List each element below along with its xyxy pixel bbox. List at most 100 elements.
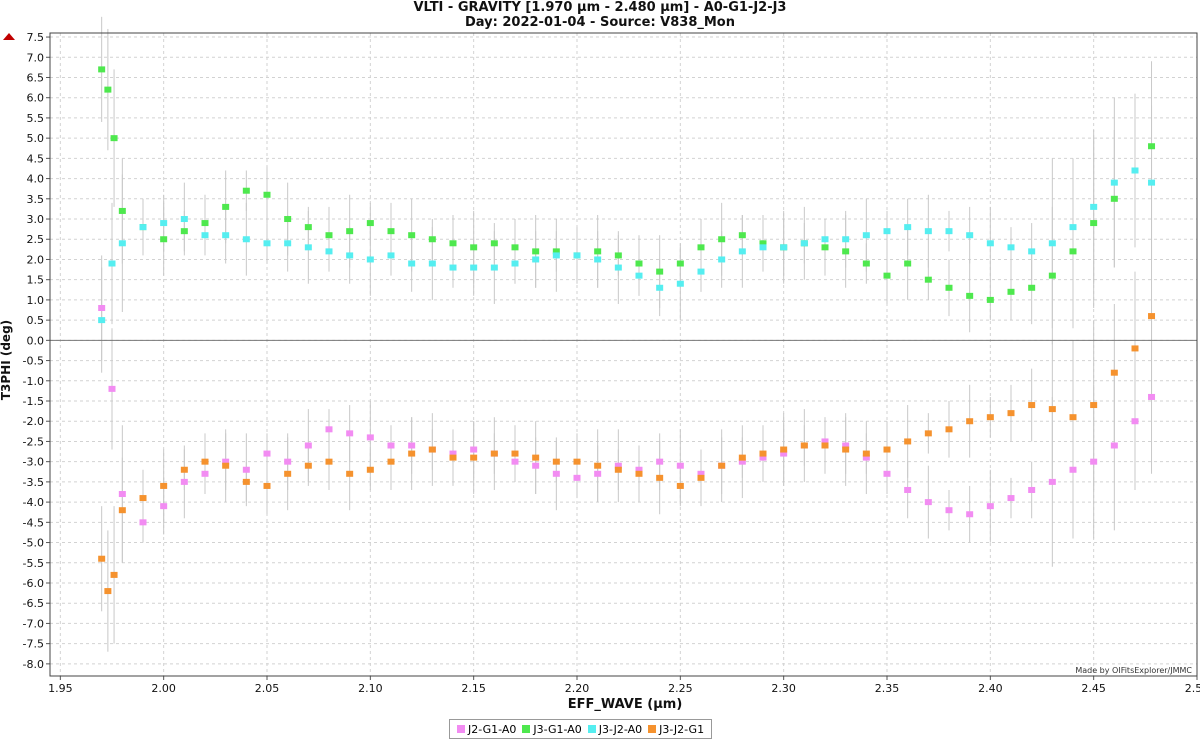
data-point-J3-J2-G1	[1007, 410, 1015, 417]
data-point-J3-J2-G1	[697, 474, 705, 481]
data-point-J3-J2-A0	[449, 264, 457, 271]
data-point-J3-G1-A0	[532, 248, 540, 255]
data-point-J3-J2-G1	[139, 495, 147, 502]
data-point-J2-G1-A0	[656, 458, 664, 465]
data-point-J3-J2-A0	[1148, 179, 1156, 186]
data-point-J3-G1-A0	[697, 244, 705, 251]
legend[interactable]: J2-G1-A0 J3-G1-A0 J3-J2-A0 J3-J2-G1	[449, 719, 713, 739]
data-point-J3-G1-A0	[656, 268, 664, 275]
data-point-J2-G1-A0	[842, 442, 850, 449]
x-axis-label: EFF_WAVE (µm)	[568, 697, 683, 712]
data-point-J3-J2-G1	[904, 438, 912, 445]
data-point-J2-G1-A0	[366, 434, 374, 441]
data-point-J3-J2-A0	[924, 228, 932, 235]
data-point-J3-J2-A0	[366, 256, 374, 263]
data-point-J3-G1-A0	[180, 228, 188, 235]
data-point-J3-G1-A0	[1007, 288, 1015, 295]
data-point-J3-J2-A0	[242, 236, 250, 243]
data-point-J3-J2-A0	[614, 264, 622, 271]
data-point-J3-G1-A0	[594, 248, 602, 255]
x-tick-label: 1.95	[48, 682, 73, 695]
data-point-J2-G1-A0	[263, 450, 271, 457]
data-point-J3-G1-A0	[986, 296, 994, 303]
legend-item[interactable]: J3-J2-A0	[587, 723, 642, 736]
collapse-triangle-icon[interactable]	[3, 33, 15, 40]
data-point-J3-G1-A0	[284, 216, 292, 223]
data-point-J3-J2-A0	[304, 244, 312, 251]
data-point-J3-J2-G1	[242, 478, 250, 485]
data-point-J3-J2-A0	[408, 260, 416, 267]
y-tick-label: 3.0	[27, 213, 45, 226]
data-point-J2-G1-A0	[986, 503, 994, 510]
data-point-J3-G1-A0	[676, 260, 684, 267]
data-point-J3-G1-A0	[242, 187, 250, 194]
data-point-J3-J2-G1	[594, 462, 602, 469]
data-point-J3-J2-A0	[1028, 248, 1036, 255]
data-point-J3-J2-A0	[511, 260, 519, 267]
data-point-J2-G1-A0	[904, 486, 912, 493]
data-point-J3-G1-A0	[862, 260, 870, 267]
data-point-J3-J2-G1	[284, 470, 292, 477]
data-point-J2-G1-A0	[883, 470, 891, 477]
legend-item[interactable]: J2-G1-A0	[457, 723, 516, 736]
data-point-J3-J2-A0	[842, 236, 850, 243]
x-tick-label: 2.35	[875, 682, 900, 695]
data-point-J3-J2-G1	[263, 482, 271, 489]
data-point-J3-G1-A0	[408, 232, 416, 239]
grid-layer	[50, 33, 1198, 676]
data-point-J3-J2-G1	[387, 458, 395, 465]
y-tick-label: -4.0	[23, 496, 44, 509]
data-point-J2-G1-A0	[573, 474, 581, 481]
data-point-J3-G1-A0	[110, 135, 118, 142]
legend-label: J2-G1-A0	[468, 722, 517, 736]
data-point-J3-J2-G1	[201, 458, 209, 465]
y-tick-label: 5.0	[27, 132, 45, 145]
data-point-J2-G1-A0	[118, 491, 126, 498]
y-tick-label: 4.5	[27, 152, 45, 165]
data-point-J3-G1-A0	[1090, 220, 1098, 227]
data-point-J3-G1-A0	[1110, 195, 1118, 202]
data-point-J3-J2-G1	[552, 458, 560, 465]
y-tick-label: -1.0	[23, 375, 44, 388]
y-tick-label: -8.0	[23, 658, 44, 671]
data-point-J3-J2-G1	[1069, 414, 1077, 421]
data-point-J3-G1-A0	[449, 240, 457, 247]
data-point-J3-J2-A0	[1131, 167, 1139, 174]
data-point-J3-J2-A0	[98, 317, 106, 324]
data-point-J3-J2-A0	[656, 284, 664, 291]
data-point-J3-G1-A0	[635, 260, 643, 267]
data-point-J3-J2-A0	[428, 260, 436, 267]
data-point-J3-J2-A0	[139, 224, 147, 231]
legend-label: J3-G1-A0	[533, 722, 582, 736]
legend-swatch-icon	[457, 725, 465, 733]
data-point-J3-G1-A0	[1148, 143, 1156, 150]
data-point-J2-G1-A0	[160, 503, 168, 510]
data-point-J3-J2-A0	[738, 248, 746, 255]
data-point-J2-G1-A0	[387, 442, 395, 449]
legend-item[interactable]: J3-J2-G1	[648, 723, 704, 736]
y-tick-label: -2.5	[23, 435, 44, 448]
legend-item[interactable]: J3-G1-A0	[522, 722, 582, 736]
data-point-J2-G1-A0	[325, 426, 333, 433]
data-point-J3-J2-A0	[222, 232, 230, 239]
data-point-J2-G1-A0	[284, 458, 292, 465]
y-tick-label: -0.5	[23, 355, 44, 368]
data-point-J2-G1-A0	[242, 466, 250, 473]
data-point-J3-J2-G1	[1148, 313, 1156, 320]
data-point-J3-J2-G1	[104, 588, 112, 595]
data-point-J2-G1-A0	[924, 499, 932, 506]
x-tick-label: 2.10	[358, 682, 383, 695]
data-point-J3-J2-A0	[945, 228, 953, 235]
y-tick-label: 0.0	[27, 334, 45, 347]
data-point-J3-J2-G1	[800, 442, 808, 449]
y-axis-label: T3PHI (deg)	[0, 320, 13, 400]
data-point-J3-J2-A0	[862, 232, 870, 239]
data-point-J3-J2-G1	[986, 414, 994, 421]
data-point-J3-J2-A0	[532, 256, 540, 263]
data-point-J2-G1-A0	[1069, 466, 1077, 473]
data-point-J3-J2-G1	[1131, 345, 1139, 352]
y-tick-label: 2.5	[27, 233, 45, 246]
data-point-J3-J2-A0	[118, 240, 126, 247]
x-tick-label: 2.40	[978, 682, 1003, 695]
data-point-J3-G1-A0	[222, 203, 230, 210]
